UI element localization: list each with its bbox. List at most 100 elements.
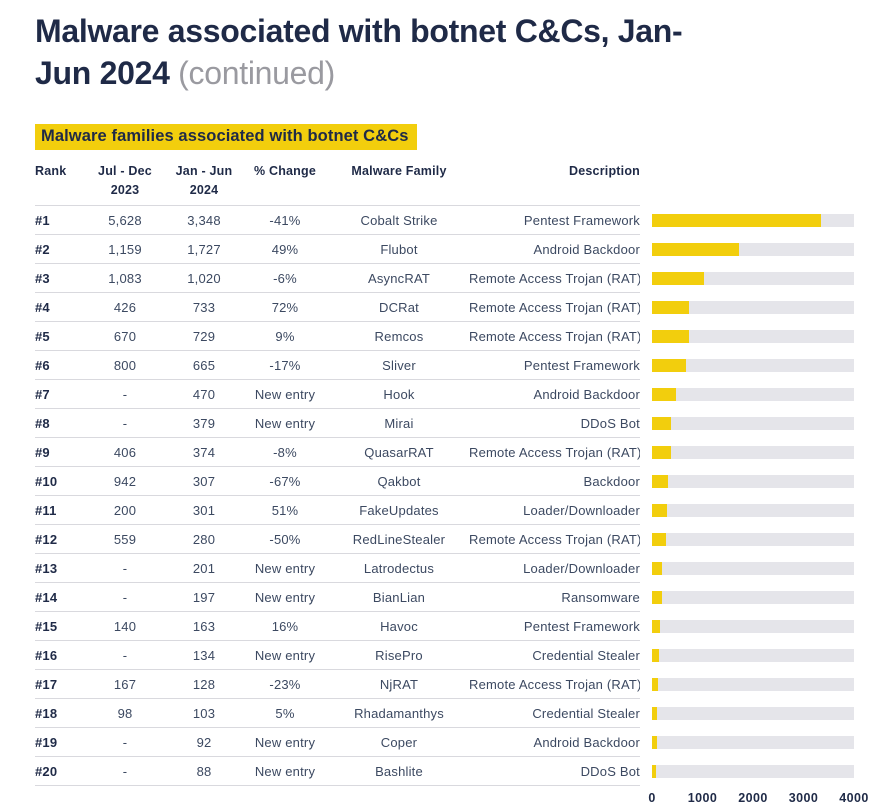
description-cell: Remote Access Trojan (RAT) — [469, 676, 640, 692]
description-cell: Pentest Framework — [523, 357, 640, 373]
table-row: #18 98 103 5% Rhadamanthys Credential St… — [35, 699, 640, 728]
axis-tick-label: 4000 — [839, 791, 869, 805]
jan-jun-cell: 92 — [196, 734, 212, 750]
bar-track — [652, 649, 854, 662]
bar-row — [652, 380, 854, 409]
table-row: #7 - 470 New entry Hook Android Backdoor — [35, 380, 640, 409]
jan-jun-cell: 301 — [192, 502, 216, 518]
jan-jun-cell: 128 — [192, 676, 216, 692]
change-cell: New entry — [254, 734, 316, 750]
rank-cell: #8 — [35, 415, 50, 431]
rank-cell: #4 — [35, 299, 50, 315]
change-cell: 5% — [275, 705, 295, 721]
family-cell: Coper — [380, 734, 418, 750]
page-title-main: Malware associated with botnet C&Cs, Jan… — [35, 13, 683, 91]
header-rank: Rank — [35, 164, 67, 178]
jan-jun-cell: 3,348 — [187, 212, 221, 228]
jul-dec-cell: - — [122, 560, 128, 576]
jan-jun-cell: 470 — [192, 386, 216, 402]
description-cell: DDoS Bot — [580, 763, 640, 779]
table-row: #17 167 128 -23% NjRAT Remote Access Tro… — [35, 670, 640, 699]
bar-row — [652, 699, 854, 728]
table-row: #1 5,628 3,348 -41% Cobalt Strike Pentes… — [35, 206, 640, 235]
change-cell: 49% — [271, 241, 299, 257]
change-cell: New entry — [254, 415, 316, 431]
jul-dec-cell: 670 — [113, 328, 137, 344]
jan-jun-cell: 374 — [192, 444, 216, 460]
bar-row — [652, 235, 854, 264]
table-row: #3 1,083 1,020 -6% AsyncRAT Remote Acces… — [35, 264, 640, 293]
header-percent-change: % Change — [253, 164, 317, 178]
jan-jun-cell: 88 — [196, 763, 212, 779]
malware-table: Rank Jul - Dec 2023 Jan - Jun 2024 % Cha… — [35, 160, 640, 809]
rank-cell: #12 — [35, 531, 58, 547]
bar-track — [652, 301, 854, 314]
bar-track — [652, 359, 854, 372]
header-malware-family: Malware Family — [351, 164, 447, 178]
bar-row — [652, 467, 854, 496]
rank-cell: #7 — [35, 386, 50, 402]
change-cell: New entry — [254, 763, 316, 779]
description-cell: Pentest Framework — [523, 212, 640, 228]
change-cell: -41% — [269, 212, 301, 228]
family-cell: Bashlite — [375, 763, 423, 779]
description-cell: Remote Access Trojan (RAT) — [469, 299, 640, 315]
header-jan-jun-2024: Jan - Jun 2024 — [175, 164, 233, 198]
family-cell: Hook — [383, 386, 415, 402]
bar — [652, 707, 658, 720]
table-row: #4 426 733 72% DCRat Remote Access Troja… — [35, 293, 640, 322]
description-cell: Ransomware — [561, 589, 640, 605]
jan-jun-cell: 379 — [192, 415, 216, 431]
bar — [652, 678, 659, 691]
jan-jun-cell: 103 — [192, 705, 216, 721]
bar — [652, 446, 671, 459]
jul-dec-cell: - — [122, 415, 128, 431]
description-cell: Loader/Downloader — [523, 502, 640, 518]
jul-dec-cell: - — [122, 386, 128, 402]
bar — [652, 620, 661, 633]
family-cell: QuasarRAT — [364, 444, 434, 460]
jan-jun-cell: 729 — [192, 328, 216, 344]
jan-jun-cell: 307 — [192, 473, 216, 489]
description-cell: Credential Stealer — [532, 705, 640, 721]
bar-track — [652, 446, 854, 459]
bar — [652, 765, 657, 778]
bar-chart: 0 1000 2000 3000 4000 — [648, 160, 868, 809]
bar-row — [652, 641, 854, 670]
family-cell: RedLineStealer — [352, 531, 446, 547]
chart-bars — [652, 206, 854, 786]
page-title: Malware associated with botnet C&Cs, Jan… — [35, 10, 735, 94]
table-row: #5 670 729 9% Remcos Remote Access Troja… — [35, 322, 640, 351]
family-cell: BianLian — [372, 589, 426, 605]
jul-dec-cell: - — [122, 734, 128, 750]
rank-cell: #15 — [35, 618, 58, 634]
jan-jun-cell: 1,020 — [187, 270, 221, 286]
rank-cell: #9 — [35, 444, 50, 460]
family-cell: Havoc — [380, 618, 418, 634]
jul-dec-cell: 140 — [113, 618, 137, 634]
change-cell: 16% — [271, 618, 299, 634]
description-cell: Backdoor — [583, 473, 640, 489]
family-cell: NjRAT — [379, 676, 419, 692]
section-title: Malware families associated with botnet … — [35, 124, 417, 150]
rank-cell: #6 — [35, 357, 50, 373]
jul-dec-cell: 800 — [113, 357, 137, 373]
bar-track — [652, 243, 854, 256]
family-cell: Cobalt Strike — [360, 212, 438, 228]
bar-track — [652, 214, 854, 227]
table-row: #13 - 201 New entry Latrodectus Loader/D… — [35, 554, 640, 583]
chart-header-spacer — [652, 160, 854, 206]
jul-dec-cell: 1,159 — [108, 241, 142, 257]
change-cell: New entry — [254, 386, 316, 402]
bar-track — [652, 678, 854, 691]
description-cell: Android Backdoor — [533, 241, 640, 257]
axis-tick-label: 3000 — [788, 791, 819, 805]
rank-cell: #11 — [35, 502, 57, 518]
section-title-text: Malware families associated with botnet … — [41, 127, 409, 145]
bar-track — [652, 591, 854, 604]
bar — [652, 562, 663, 575]
family-cell: RisePro — [375, 647, 423, 663]
jul-dec-cell: - — [122, 763, 128, 779]
table-row: #6 800 665 -17% Sliver Pentest Framework — [35, 351, 640, 380]
